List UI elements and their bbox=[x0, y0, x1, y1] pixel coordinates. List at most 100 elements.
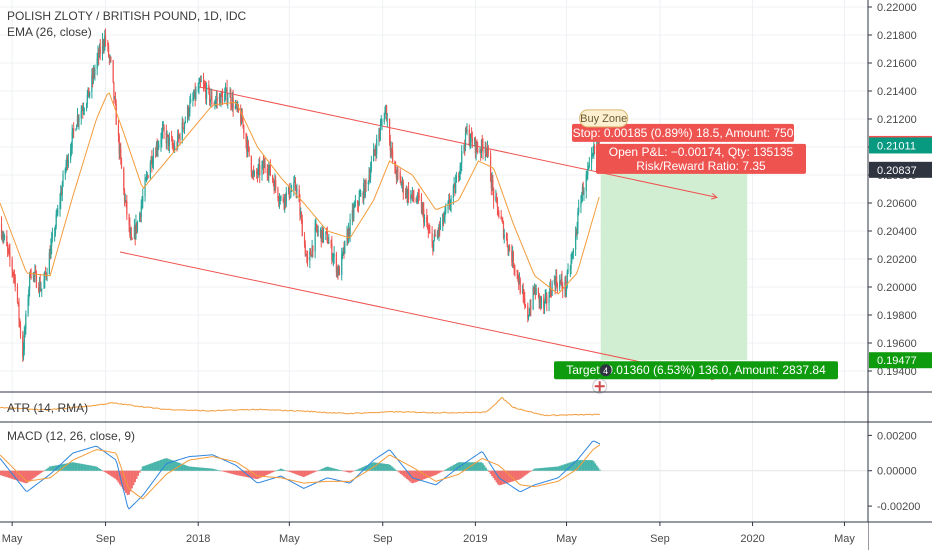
candle bbox=[125, 200, 127, 202]
candle bbox=[46, 274, 48, 276]
macd-histogram-bar bbox=[591, 460, 594, 471]
candle bbox=[449, 204, 451, 206]
candle bbox=[561, 278, 563, 287]
macd-histogram-bar bbox=[577, 460, 580, 471]
macd-histogram-bar bbox=[132, 470, 135, 486]
macd-histogram-bar bbox=[228, 470, 231, 474]
candle bbox=[300, 214, 303, 220]
macd-histogram-bar bbox=[328, 467, 331, 471]
candle bbox=[437, 232, 439, 234]
macd-histogram-bar bbox=[293, 470, 296, 474]
price-pane[interactable]: Stop: 0.00185 (0.89%) 18.5, Amount: 750B… bbox=[0, 28, 838, 394]
candle bbox=[459, 165, 461, 175]
candle bbox=[586, 174, 588, 176]
candle bbox=[99, 46, 101, 54]
price-tick-label: 0.20400 bbox=[877, 226, 917, 238]
candle bbox=[294, 180, 296, 182]
candle bbox=[496, 196, 498, 200]
candle bbox=[89, 92, 91, 97]
macd-histogram-bar bbox=[307, 470, 310, 476]
macd-histogram-bar bbox=[440, 470, 443, 472]
candle bbox=[575, 233, 577, 234]
candle bbox=[554, 279, 556, 288]
macd-histogram-bar bbox=[574, 460, 577, 471]
macd-histogram-bar bbox=[65, 463, 68, 471]
macd-histogram-bar bbox=[450, 466, 452, 471]
candle bbox=[275, 180, 277, 188]
macd-histogram-bar bbox=[334, 468, 337, 471]
macd-histogram-bar bbox=[595, 465, 598, 471]
candle bbox=[27, 299, 29, 314]
candle bbox=[338, 267, 340, 275]
macd-histogram-bar bbox=[73, 462, 76, 471]
candle bbox=[131, 238, 133, 240]
candle bbox=[569, 268, 571, 270]
price-tick-label: 0.19600 bbox=[877, 338, 917, 350]
candle bbox=[128, 214, 130, 225]
candle bbox=[262, 161, 264, 166]
candle bbox=[8, 250, 10, 252]
atr-legend: ATR (14, RMA) bbox=[7, 401, 88, 415]
candle bbox=[240, 112, 243, 124]
candle bbox=[115, 104, 117, 125]
candle bbox=[485, 148, 487, 151]
macd-histogram-bar bbox=[425, 470, 428, 479]
candle bbox=[290, 190, 292, 197]
candle bbox=[421, 207, 423, 213]
buy-zone-label: Buy Zone bbox=[580, 113, 627, 125]
macd-histogram-bar bbox=[179, 463, 182, 471]
candle bbox=[320, 230, 322, 242]
candle bbox=[85, 103, 88, 110]
macd-histogram-bar bbox=[146, 464, 149, 471]
macd-histogram-bar bbox=[155, 461, 158, 471]
macd-histogram-bar bbox=[486, 469, 489, 471]
macd-histogram-bar bbox=[453, 464, 455, 471]
candle bbox=[215, 98, 218, 101]
target-label: Target: 0.01360 (6.53%) 136.0, Amount: 2… bbox=[566, 363, 826, 377]
macd-histogram-bar bbox=[182, 464, 185, 471]
candle bbox=[197, 89, 199, 91]
candle bbox=[336, 267, 338, 273]
candle bbox=[156, 144, 158, 151]
macd-histogram-bar bbox=[226, 470, 229, 473]
candle bbox=[545, 294, 547, 297]
candle bbox=[359, 195, 361, 197]
macd-histogram-bar bbox=[399, 470, 402, 474]
candle bbox=[592, 153, 594, 154]
candle bbox=[555, 276, 557, 288]
macd-histogram-bar bbox=[485, 467, 487, 471]
candle bbox=[28, 289, 30, 300]
candle bbox=[168, 137, 170, 147]
candle bbox=[338, 267, 341, 275]
candle bbox=[123, 190, 126, 201]
candle bbox=[439, 224, 442, 229]
candle bbox=[524, 305, 527, 307]
candle bbox=[458, 175, 460, 178]
macd-histogram-bar bbox=[507, 470, 510, 483]
candle bbox=[560, 278, 562, 283]
buy-zone-bubble bbox=[579, 109, 629, 128]
candle bbox=[64, 168, 66, 175]
candle bbox=[575, 233, 577, 250]
candle bbox=[184, 120, 186, 123]
macd-histogram-bar bbox=[40, 470, 42, 474]
candle bbox=[523, 294, 525, 299]
macd-histogram-bar bbox=[35, 470, 38, 477]
macd-histogram-bar bbox=[50, 466, 53, 471]
candle bbox=[312, 245, 314, 252]
price-axis-background bbox=[868, 0, 932, 550]
macd-histogram-bar bbox=[340, 470, 343, 472]
macd-histogram-bar bbox=[556, 466, 559, 471]
macd-histogram-bar bbox=[460, 462, 463, 471]
candle bbox=[585, 174, 587, 192]
candle bbox=[583, 191, 585, 195]
candle bbox=[136, 221, 139, 231]
macd-histogram-bar bbox=[153, 462, 156, 471]
candle bbox=[0, 224, 3, 238]
macd-histogram-bar bbox=[38, 470, 41, 475]
candle bbox=[464, 129, 467, 148]
candle bbox=[351, 209, 353, 220]
candle bbox=[107, 42, 109, 47]
candle bbox=[264, 163, 266, 169]
